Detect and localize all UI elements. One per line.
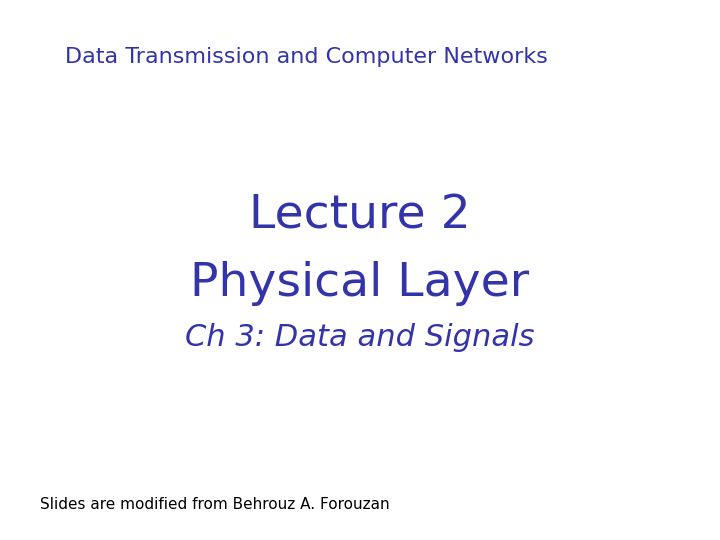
Text: Lecture 2: Lecture 2 <box>249 193 471 239</box>
Text: Data Transmission and Computer Networks: Data Transmission and Computer Networks <box>65 46 548 67</box>
Text: Physical Layer: Physical Layer <box>190 261 530 306</box>
Text: Ch 3: Data and Signals: Ch 3: Data and Signals <box>185 323 535 352</box>
Text: Slides are modified from Behrouz A. Forouzan: Slides are modified from Behrouz A. Foro… <box>40 497 390 512</box>
